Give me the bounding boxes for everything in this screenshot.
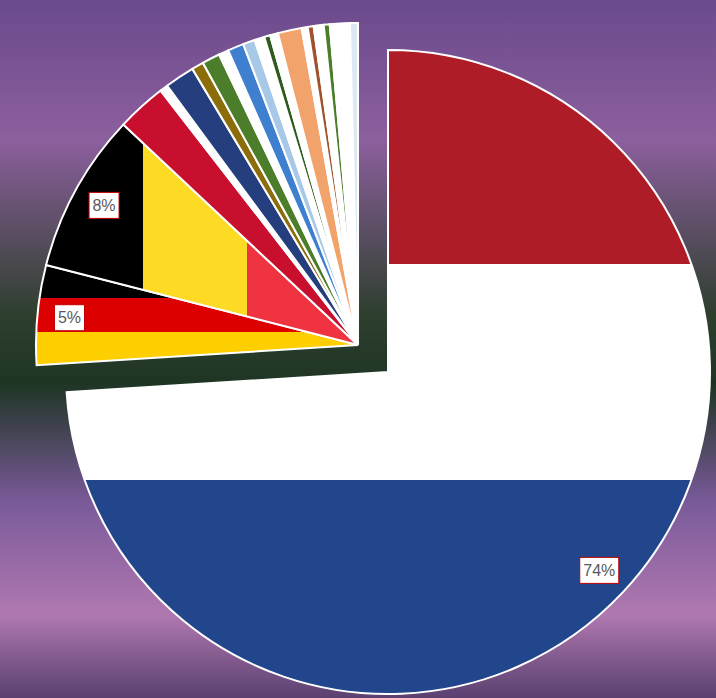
- svg-text:8%: 8%: [92, 197, 115, 214]
- svg-text:74%: 74%: [583, 562, 615, 579]
- svg-text:5%: 5%: [58, 309, 81, 326]
